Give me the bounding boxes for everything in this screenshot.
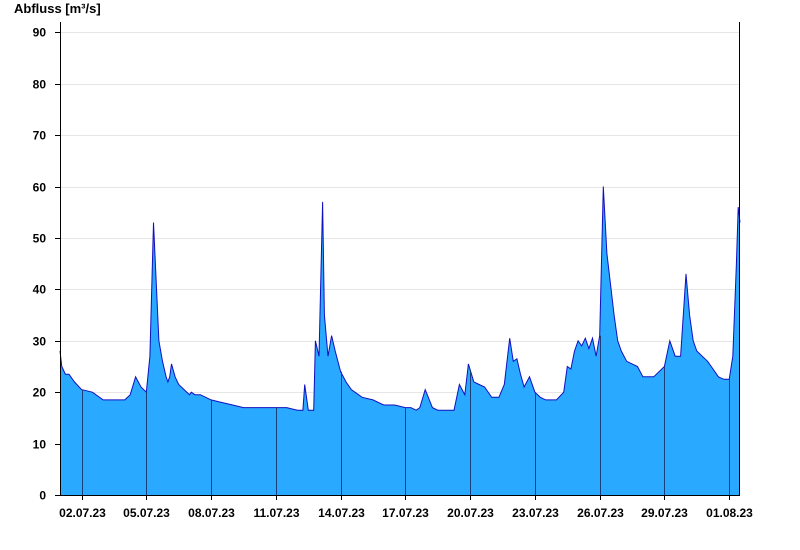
discharge-area: [60, 186, 740, 495]
y-tick-label: 40: [33, 283, 47, 297]
x-tick-label: 08.07.23: [188, 506, 235, 520]
y-tick-label: 30: [33, 335, 47, 349]
x-tick-label: 26.07.23: [577, 506, 624, 520]
y-tick-label: 80: [33, 78, 47, 92]
y-tick-label: 10: [33, 438, 47, 452]
y-tick-label: 70: [33, 129, 47, 143]
discharge-series: [59, 186, 741, 495]
x-tick-label: 01.08.23: [706, 506, 753, 520]
x-tick-labels: 02.07.23 05.07.23 08.07.23 11.07.23 14.07.23…: [59, 495, 753, 520]
y-tick-labels: 0 10 20 30 40 50 60 70 80 90: [33, 26, 60, 503]
y-tick-label: 0: [39, 489, 46, 503]
y-tick-label: 20: [33, 386, 47, 400]
x-tick-label: 05.07.23: [123, 506, 170, 520]
x-tick-label: 14.07.23: [318, 506, 365, 520]
x-tick-label: 29.07.23: [641, 506, 688, 520]
x-tick-label: 11.07.23: [253, 506, 299, 520]
y-tick-label: 50: [33, 232, 47, 246]
x-tick-label: 23.07.23: [512, 506, 559, 520]
discharge-line: [59, 186, 741, 411]
axes: [60, 22, 740, 496]
y-tick-label: 90: [33, 26, 47, 40]
y-axis-label: Abfluss [m³/s]: [14, 1, 101, 16]
x-tick-label: 20.07.23: [447, 506, 494, 520]
x-tick-label: 17.07.23: [382, 506, 429, 520]
y-tick-label: 60: [33, 181, 47, 195]
x-tick-label: 02.07.23: [59, 506, 106, 520]
